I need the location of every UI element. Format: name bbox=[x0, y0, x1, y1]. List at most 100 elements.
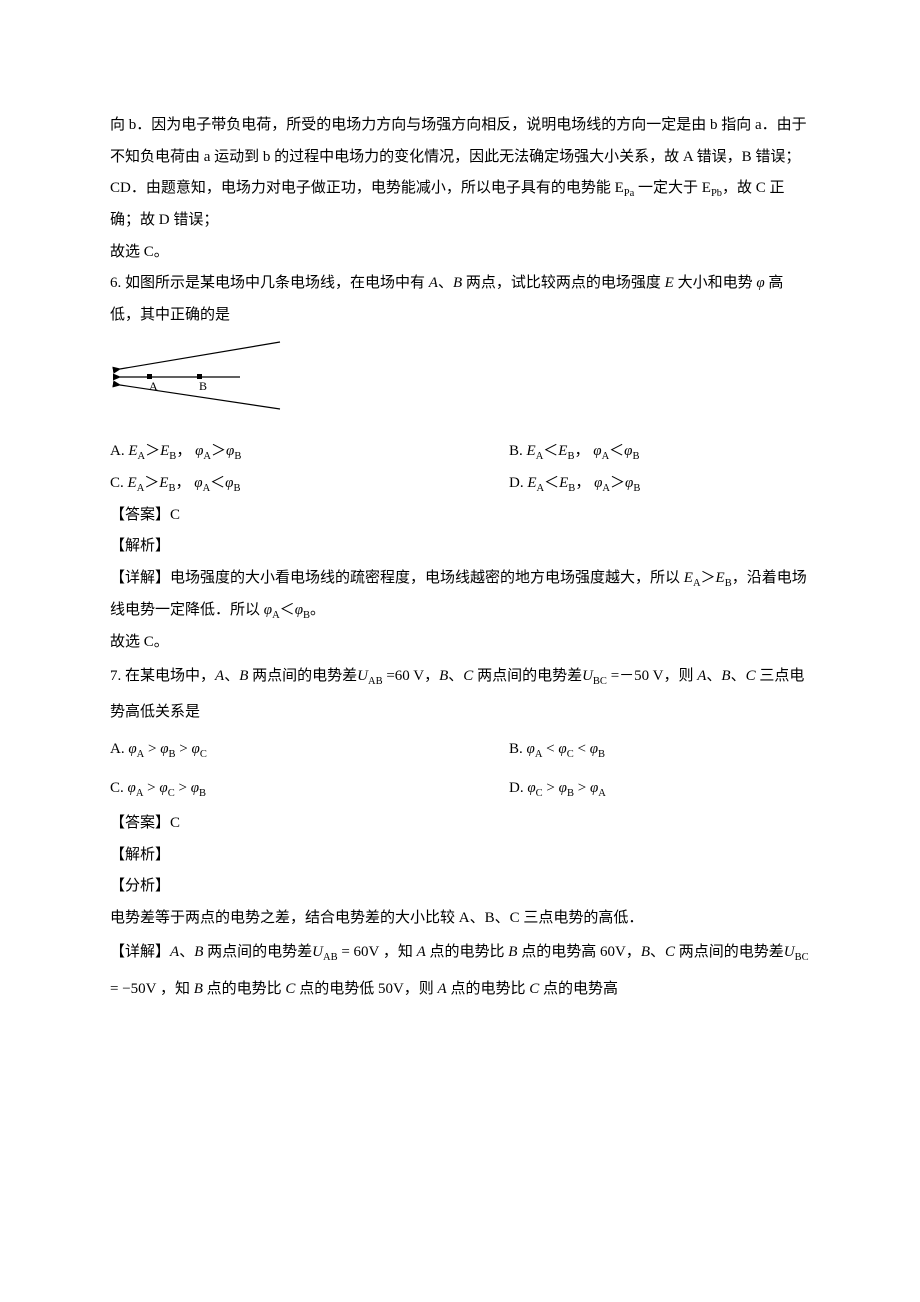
var: B bbox=[194, 944, 203, 960]
var: B bbox=[439, 668, 448, 684]
var: φ bbox=[159, 780, 167, 796]
sep: ， bbox=[574, 443, 593, 459]
var: E bbox=[128, 443, 137, 459]
opt-tag: C. bbox=[110, 780, 128, 796]
text: 点的电势比 bbox=[203, 981, 286, 997]
sub: A bbox=[272, 610, 280, 621]
opt-tag: B. bbox=[509, 741, 527, 757]
var: B bbox=[721, 668, 730, 684]
opt-tag: A. bbox=[110, 741, 128, 757]
text: 【详解】电场强度的大小看电场线的疏密程度，电场线越密的地方电场强度越大，所以 bbox=[110, 570, 684, 586]
opt-tag: C. bbox=[110, 475, 128, 491]
var: φ bbox=[264, 602, 272, 618]
var: φ bbox=[194, 475, 202, 491]
sub: AB bbox=[368, 676, 383, 687]
var: E bbox=[684, 570, 693, 586]
cmp: ＜ bbox=[543, 443, 558, 459]
q7-analysis-head: 【分析】 bbox=[110, 871, 810, 903]
text: 大小和电势 bbox=[674, 275, 757, 291]
cmp: ＜ bbox=[609, 443, 624, 459]
var: E bbox=[665, 275, 674, 291]
text: 6. 如图所示是某电场中几条电场线，在电场中有 bbox=[110, 275, 429, 291]
sub: C bbox=[536, 788, 543, 799]
var: U bbox=[582, 668, 593, 684]
cmp: > bbox=[144, 741, 160, 757]
sub: B bbox=[567, 788, 574, 799]
var: φ bbox=[756, 275, 764, 291]
cmp: > bbox=[176, 741, 192, 757]
text: 点的电势高 60V， bbox=[517, 944, 640, 960]
var: φ bbox=[593, 443, 601, 459]
sub: B bbox=[233, 483, 240, 494]
cmp: ＞ bbox=[144, 475, 159, 491]
var: B bbox=[239, 668, 248, 684]
q7-stem: 7. 在某电场中，A、B 两点间的电势差UAB =60 V，B、C 两点间的电势… bbox=[110, 658, 810, 730]
var: B bbox=[194, 981, 203, 997]
sub: B bbox=[725, 578, 732, 589]
cmp: ＜ bbox=[210, 475, 225, 491]
var: φ bbox=[295, 602, 303, 618]
text: 、 bbox=[224, 668, 239, 684]
cmp: ＞ bbox=[211, 443, 226, 459]
sub: A bbox=[138, 451, 146, 462]
q7-analysis: 电势差等于两点的电势之差，结合电势差的大小比较 A、B、C 三点电势的高低． bbox=[110, 903, 810, 935]
q6-stem: 6. 如图所示是某电场中几条电场线，在电场中有 A、B 两点，试比较两点的电场强… bbox=[110, 268, 810, 331]
opt-tag: A. bbox=[110, 443, 128, 459]
diagram-label-b: B bbox=[199, 379, 207, 393]
sub: B bbox=[598, 749, 605, 760]
q7-explain-head: 【解析】 bbox=[110, 840, 810, 872]
var: C bbox=[529, 981, 539, 997]
option-c: C. φA > φC > φB bbox=[110, 769, 509, 808]
text: 、 bbox=[438, 275, 453, 291]
q7-options-row1: A. φA > φB > φC B. φA < φC < φB bbox=[110, 730, 810, 769]
var: φ bbox=[590, 780, 598, 796]
sub: B bbox=[632, 451, 639, 462]
q6-detail: 【详解】电场强度的大小看电场线的疏密程度，电场线越密的地方电场强度越大，所以 E… bbox=[110, 563, 810, 627]
text: 、 bbox=[179, 944, 194, 960]
sub: BC bbox=[795, 952, 809, 963]
text: 、 bbox=[706, 668, 721, 684]
text: CD．由题意知，电场力对电子做正功，电势能减小，所以电子具有的电势能 E bbox=[110, 180, 624, 196]
var: C bbox=[285, 981, 295, 997]
cmp: ＜ bbox=[544, 475, 559, 491]
sub: C bbox=[168, 788, 175, 799]
var: φ bbox=[191, 780, 199, 796]
text: 两点间的电势差 bbox=[675, 944, 784, 960]
text: 、 bbox=[731, 668, 746, 684]
text: = 60V ，知 bbox=[338, 944, 417, 960]
var: B bbox=[641, 944, 650, 960]
text: 【详解】 bbox=[110, 944, 170, 960]
sub: AB bbox=[323, 952, 338, 963]
var: U bbox=[784, 944, 795, 960]
paragraph: CD．由题意知，电场力对电子做正功，电势能减小，所以电子具有的电势能 EPa 一… bbox=[110, 173, 810, 237]
page: 向 b．因为电子带负电荷，所受的电场力方向与场强方向相反，说明电场线的方向一定是… bbox=[0, 0, 920, 1302]
var: C bbox=[463, 668, 473, 684]
var: A bbox=[417, 944, 426, 960]
q6-choose: 故选 C。 bbox=[110, 627, 810, 659]
text: 一定大于 E bbox=[634, 180, 711, 196]
q7-answer: 【答案】C bbox=[110, 808, 810, 840]
sub: B bbox=[633, 483, 640, 494]
option-d: D. φC > φB > φA bbox=[509, 769, 810, 808]
q7-detail: 【详解】A、B 两点间的电势差UAB = 60V ，知 A 点的电势比 B 点的… bbox=[110, 934, 810, 1006]
cmp: ＞ bbox=[145, 443, 160, 459]
sub: B bbox=[303, 610, 310, 621]
var: φ bbox=[192, 741, 200, 757]
sub: B bbox=[169, 749, 176, 760]
sub: A bbox=[693, 578, 701, 589]
var: E bbox=[527, 443, 536, 459]
cmp: > bbox=[543, 780, 559, 796]
text: 点的电势比 bbox=[426, 944, 509, 960]
sep: ， bbox=[575, 475, 594, 491]
subscript: Pb bbox=[711, 188, 722, 199]
q6-explain-head: 【解析】 bbox=[110, 531, 810, 563]
text: =60 V， bbox=[383, 668, 440, 684]
cmp: > bbox=[574, 780, 590, 796]
text: 两点间的电势差 bbox=[248, 668, 357, 684]
sep: ， bbox=[175, 475, 194, 491]
var: U bbox=[312, 944, 323, 960]
var: φ bbox=[527, 741, 535, 757]
cmp: > bbox=[175, 780, 191, 796]
text: = −50V ，知 bbox=[110, 981, 194, 997]
option-c: C. EA＞EB， φA＜φB bbox=[110, 468, 509, 500]
